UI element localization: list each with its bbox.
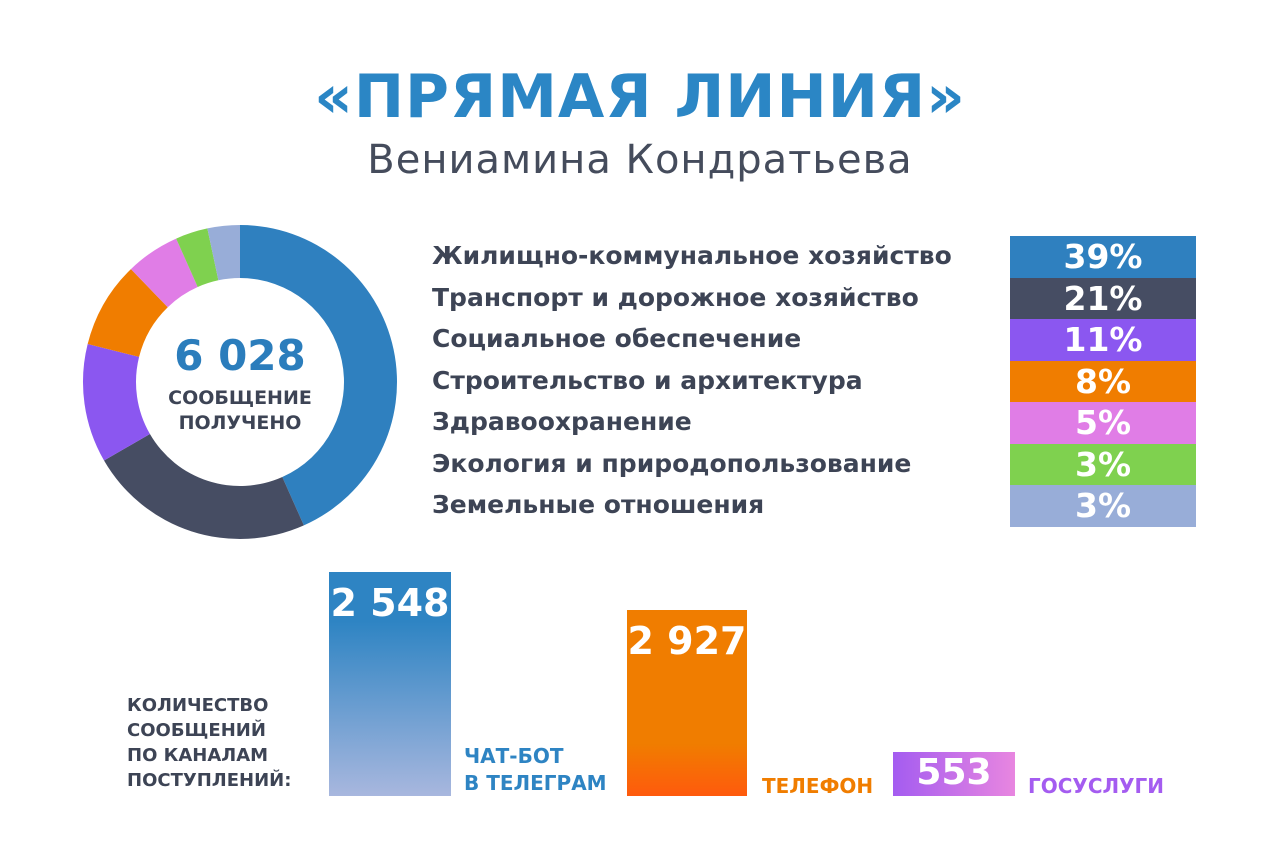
percent-box: 3% — [1010, 443, 1196, 485]
donut-total-value: 6 028 — [174, 331, 306, 380]
channel-label-phone: ТЕЛЕФОН — [762, 774, 874, 798]
page-subtitle: Вениамина Кондратьева — [367, 137, 913, 183]
channel-label-telegram: ЧАТ-БОТ В ТЕЛЕГРАМ — [464, 743, 607, 797]
page-title: «ПРЯМАЯ ЛИНИЯ» — [314, 62, 966, 132]
percent-box: 11% — [1010, 319, 1196, 361]
donut-slice — [87, 269, 168, 357]
channel-bar-value: 2 548 — [330, 581, 450, 625]
donut-caption-line1: СООБЩЕНИЕ — [168, 387, 312, 409]
channel-bar: 2 548 — [329, 572, 451, 796]
topic-donut-chart: 6 028 СООБЩЕНИЕ ПОЛУЧЕНО — [83, 225, 397, 539]
channel-label-gosuslugi: ГОСУСЛУГИ — [1028, 774, 1165, 798]
channels-caption-line: СООБЩЕНИЙ — [127, 720, 266, 741]
legend-label: Социальное обеспечение — [432, 324, 802, 353]
percent-box: 39% — [1010, 236, 1196, 278]
percent-box: 21% — [1010, 277, 1196, 319]
donut-slice — [207, 225, 240, 281]
channel-label-telegram-line1: ЧАТ-БОТ — [464, 744, 564, 768]
donut-slice — [130, 238, 198, 308]
legend-label: Жилищно-коммунальное хозяйство — [432, 241, 952, 270]
percent-box: 5% — [1010, 402, 1196, 444]
channels-caption-line: ПО КАНАЛАМ — [127, 745, 269, 766]
donut-slices — [83, 225, 397, 539]
legend-label: Экология и природопользование — [432, 448, 912, 478]
channel-label-telegram-line2: В ТЕЛЕГРАМ — [464, 771, 607, 795]
donut-slice — [104, 434, 304, 539]
legend-label: Строительство и архитектура — [432, 365, 863, 395]
channels-caption-line: ПОСТУПЛЕНИЙ: — [127, 770, 292, 791]
channels-caption-line: КОЛИЧЕСТВО — [127, 695, 269, 716]
channel-bar: 2 927 — [627, 610, 747, 796]
legend-label: Земельные отношения — [432, 490, 765, 519]
channel-bar-value: 2 927 — [627, 619, 747, 663]
donut-slice — [176, 228, 219, 287]
donut-slice — [240, 225, 397, 526]
legend-label: Здравоохранение — [432, 407, 692, 436]
donut-caption-line2: ПОЛУЧЕНО — [179, 412, 302, 434]
legend-label: Транспорт и дорожное хозяйство — [432, 282, 919, 312]
donut-slice — [83, 344, 150, 461]
percent-box: 8% — [1010, 360, 1196, 402]
channel-bar: 553 — [893, 752, 1015, 796]
channels-caption: КОЛИЧЕСТВО СООБЩЕНИЙ ПО КАНАЛАМ ПОСТУПЛЕ… — [127, 693, 327, 793]
percent-box: 3% — [1010, 485, 1196, 527]
channel-bar-value: 553 — [916, 752, 992, 793]
